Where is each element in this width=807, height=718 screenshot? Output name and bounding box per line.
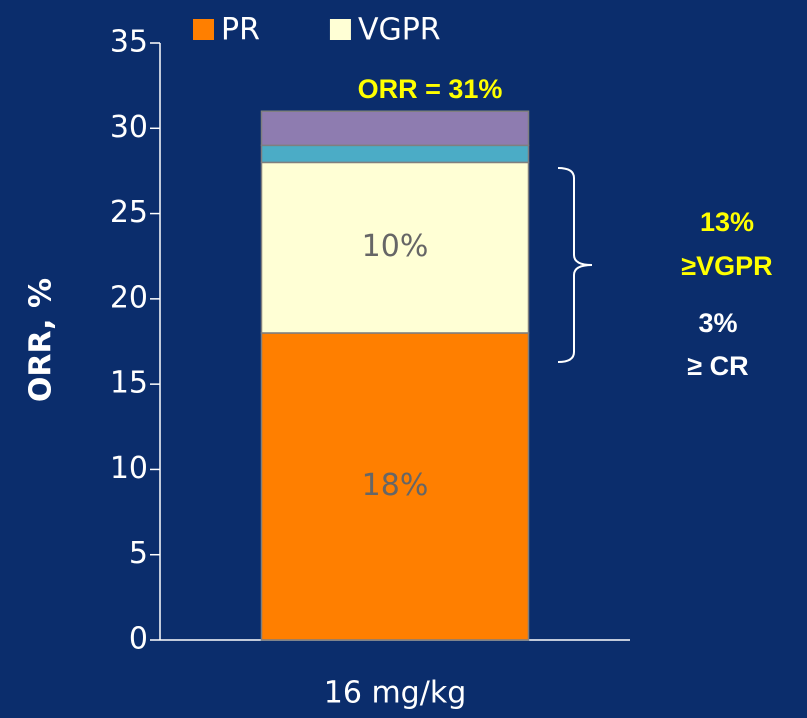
annotation: 13% [700,207,754,237]
annotation: ORR = 31% [358,74,503,104]
y-tick-label: 5 [129,536,148,571]
y-tick-label: 15 [110,366,148,401]
annotation: 3% [698,308,737,338]
value-label: 10% [362,229,429,264]
y-tick-label: 0 [129,622,148,657]
annotation: ≥ CR [687,351,748,381]
legend-swatch [329,19,351,40]
y-tick-label: 20 [110,280,148,315]
y-tick-label: 10 [110,451,148,486]
annotation: ≥VGPR [681,251,772,281]
legend-label: VGPR [358,13,441,48]
brace [557,167,593,363]
bar-segment [260,161,530,334]
y-tick-label: 35 [110,25,148,60]
legend-label: PR [221,13,260,48]
bar-segment [260,110,530,147]
legend-swatch [193,19,214,40]
y-axis-title: ORR, % [24,278,59,402]
value-label: 18% [362,468,429,503]
bar-segment [260,332,530,641]
y-tick-label: 30 [110,110,148,145]
x-tick-label: 16 mg/kg [324,676,467,711]
bar-segment [260,144,530,164]
y-tick-label: 25 [110,195,148,230]
